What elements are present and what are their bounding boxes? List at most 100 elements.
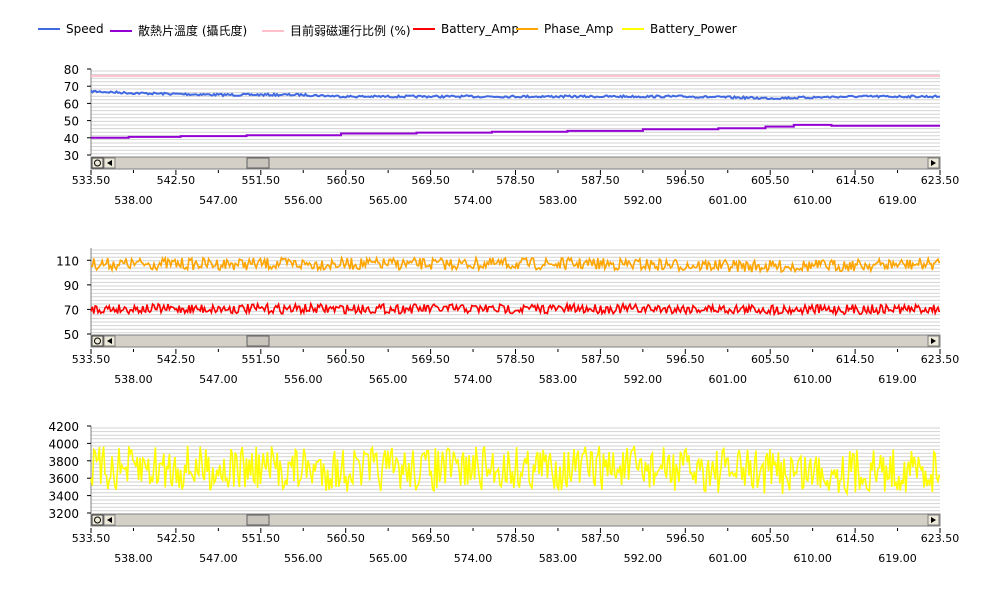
x-tick-label-minor: 556.00 xyxy=(284,552,323,565)
zoom-reset-icon xyxy=(94,337,101,345)
series-Battery_Amp xyxy=(90,300,941,317)
y-axis: 80 70 60 50 40 30 xyxy=(64,63,92,163)
x-tick-label: 623.50 xyxy=(921,532,960,545)
legend-label: Battery_Power xyxy=(650,22,737,36)
zoom-reset-icon xyxy=(94,516,101,524)
grid-lines xyxy=(91,249,940,334)
y-tick-label: 60 xyxy=(64,97,79,111)
x-tick-label-minor: 565.00 xyxy=(369,373,408,386)
scrollbar-thumb[interactable] xyxy=(246,514,270,526)
y-tick-label: 80 xyxy=(64,63,79,77)
x-tick-label-minor: 574.00 xyxy=(454,373,493,386)
x-tick-label: 596.50 xyxy=(666,353,705,366)
x-tick-label-minor: 547.00 xyxy=(199,552,238,565)
x-tick-label: 578.50 xyxy=(496,353,535,366)
y-tick-label: 4000 xyxy=(48,437,79,451)
y-axis: 4200 4000 3800 3600 3400 3200 xyxy=(48,420,92,521)
x-tick-label-minor: 583.00 xyxy=(539,552,578,565)
legend-swatch xyxy=(38,28,60,30)
y-tick-label: 110 xyxy=(56,254,79,268)
series-line xyxy=(90,300,941,317)
x-tick-label-minor: 601.00 xyxy=(709,552,748,565)
y-tick-label: 3200 xyxy=(48,507,79,521)
legend-item: Battery_Power xyxy=(622,22,737,36)
x-tick-label: 587.50 xyxy=(581,532,620,545)
zoom-reset-button[interactable] xyxy=(91,335,104,347)
x-tick-label-minor: 601.00 xyxy=(709,373,748,386)
x-tick-label-minor: 592.00 xyxy=(624,194,663,207)
x-tick-label: 542.50 xyxy=(157,174,196,187)
horizontal-scrollbar[interactable] xyxy=(90,334,941,348)
scrollbar-track xyxy=(90,334,941,348)
x-tick-label-minor: 565.00 xyxy=(369,194,408,207)
x-tick-label: 569.50 xyxy=(411,532,450,545)
chart-panel-3: 4200 4000 3800 3600 3400 3200 533.50 542.50 551.… xyxy=(48,420,959,565)
x-tick-label-minor: 574.00 xyxy=(454,552,493,565)
x-tick-label: 533.50 xyxy=(72,353,111,366)
x-tick-label: 578.50 xyxy=(496,532,535,545)
x-tick-label-minor: 592.00 xyxy=(624,373,663,386)
series-line xyxy=(90,445,941,497)
series-Speed xyxy=(90,89,941,101)
legend-swatch xyxy=(262,29,284,32)
x-tick-label-minor: 565.00 xyxy=(369,552,408,565)
y-tick-label: 50 xyxy=(64,115,79,129)
x-tick-label-minor: 538.00 xyxy=(114,373,153,386)
y-tick-label: 30 xyxy=(64,149,79,163)
legend-label: Speed xyxy=(66,22,104,36)
x-tick-label: 578.50 xyxy=(496,174,535,187)
x-tick-label: 587.50 xyxy=(581,174,620,187)
y-tick-label: 3600 xyxy=(48,472,79,486)
series-Phase_Amp xyxy=(90,254,941,274)
legend-swatch xyxy=(516,28,538,30)
y-tick-label: 3400 xyxy=(48,490,79,504)
horizontal-scrollbar[interactable] xyxy=(90,513,941,527)
scrollbar-thumb[interactable] xyxy=(246,157,270,169)
x-tick-label: 605.50 xyxy=(751,532,790,545)
x-tick-label: 569.50 xyxy=(411,174,450,187)
legend-label: 目前弱磁運行比例 (%) xyxy=(290,24,411,38)
legend-label: Battery_Amp xyxy=(441,22,519,36)
x-tick-label-minor: 601.00 xyxy=(709,194,748,207)
zoom-reset-button[interactable] xyxy=(91,514,104,526)
x-axis: 533.50 542.50 551.50 560.50 569.50 578.50 587.… xyxy=(72,349,960,386)
arrow-right-icon xyxy=(931,338,936,344)
y-tick-label: 50 xyxy=(64,328,79,342)
x-tick-label-minor: 592.00 xyxy=(624,552,663,565)
x-tick-label: 542.50 xyxy=(157,532,196,545)
series-line xyxy=(90,89,941,101)
x-tick-label-minor: 547.00 xyxy=(199,373,238,386)
x-tick-label: 614.50 xyxy=(836,353,875,366)
x-tick-label-minor: 556.00 xyxy=(284,373,323,386)
series-散熱片溫度 (攝氏度) xyxy=(91,123,940,139)
legend-swatch xyxy=(110,29,132,32)
y-tick-label: 3800 xyxy=(48,455,79,469)
x-axis: 533.50 542.50 551.50 560.50 569.50 578.50 587.… xyxy=(72,170,959,207)
arrow-left-icon xyxy=(107,517,112,523)
x-tick-label: 596.50 xyxy=(666,174,705,187)
legend-item: 目前弱磁運行比例 (%) xyxy=(262,22,411,39)
series-line xyxy=(90,254,941,274)
x-tick-label-minor: 556.00 xyxy=(284,194,323,207)
x-tick-label: 623.50 xyxy=(921,353,960,366)
arrow-left-icon xyxy=(107,338,112,344)
x-tick-label-minor: 610.00 xyxy=(793,194,832,207)
x-tick-label: 596.50 xyxy=(666,532,705,545)
chart-panel-1: 80 70 60 50 40 30 533.50 542.50 551.50 560.50 569.… xyxy=(64,63,960,207)
x-tick-label: 560.50 xyxy=(326,353,365,366)
arrow-left-icon xyxy=(107,160,112,166)
legend-swatch xyxy=(413,28,435,30)
x-tick-label: 587.50 xyxy=(581,353,620,366)
zoom-reset-button[interactable] xyxy=(91,157,104,169)
x-tick-label: 551.50 xyxy=(242,353,281,366)
x-tick-label-minor: 583.00 xyxy=(539,194,578,207)
scrollbar-thumb[interactable] xyxy=(246,335,270,347)
series-Battery_Power xyxy=(90,445,941,497)
x-tick-label: 551.50 xyxy=(242,532,281,545)
arrow-right-icon xyxy=(931,517,936,523)
legend-item: 散熱片溫度 (攝氏度) xyxy=(110,22,247,39)
horizontal-scrollbar[interactable] xyxy=(90,156,941,170)
x-tick-label-minor: 619.00 xyxy=(878,552,917,565)
x-tick-label: 560.50 xyxy=(326,174,365,187)
